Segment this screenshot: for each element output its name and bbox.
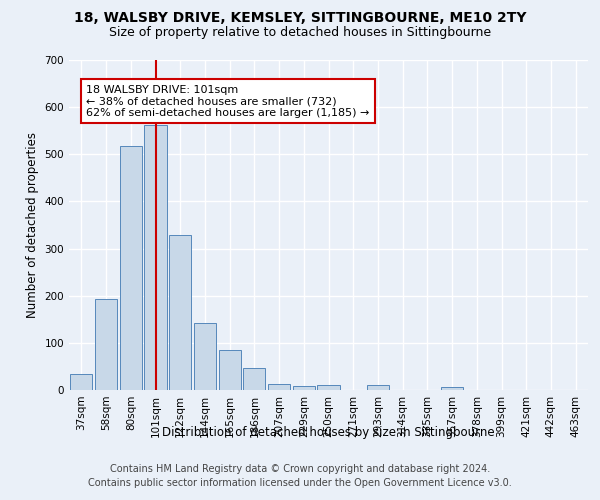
Bar [70, 374, 92, 390]
Bar [145, 125, 167, 390]
Bar [293, 386, 315, 390]
Text: 18 WALSBY DRIVE: 101sqm
← 38% of detached houses are smaller (732)
62% of semi-d: 18 WALSBY DRIVE: 101sqm ← 38% of detache… [86, 84, 370, 117]
Text: Distribution of detached houses by size in Sittingbourne: Distribution of detached houses by size … [163, 426, 495, 439]
Bar [119, 146, 142, 390]
Bar [218, 350, 241, 390]
Bar [95, 300, 117, 390]
Bar [317, 386, 340, 390]
Bar [243, 368, 265, 390]
Bar [194, 323, 216, 390]
Y-axis label: Number of detached properties: Number of detached properties [26, 132, 39, 318]
Bar [268, 384, 290, 390]
Bar [441, 387, 463, 390]
Bar [367, 386, 389, 390]
Bar [169, 236, 191, 390]
Text: 18, WALSBY DRIVE, KEMSLEY, SITTINGBOURNE, ME10 2TY: 18, WALSBY DRIVE, KEMSLEY, SITTINGBOURNE… [74, 12, 526, 26]
Text: Size of property relative to detached houses in Sittingbourne: Size of property relative to detached ho… [109, 26, 491, 39]
Text: Contains HM Land Registry data © Crown copyright and database right 2024.
Contai: Contains HM Land Registry data © Crown c… [88, 464, 512, 487]
